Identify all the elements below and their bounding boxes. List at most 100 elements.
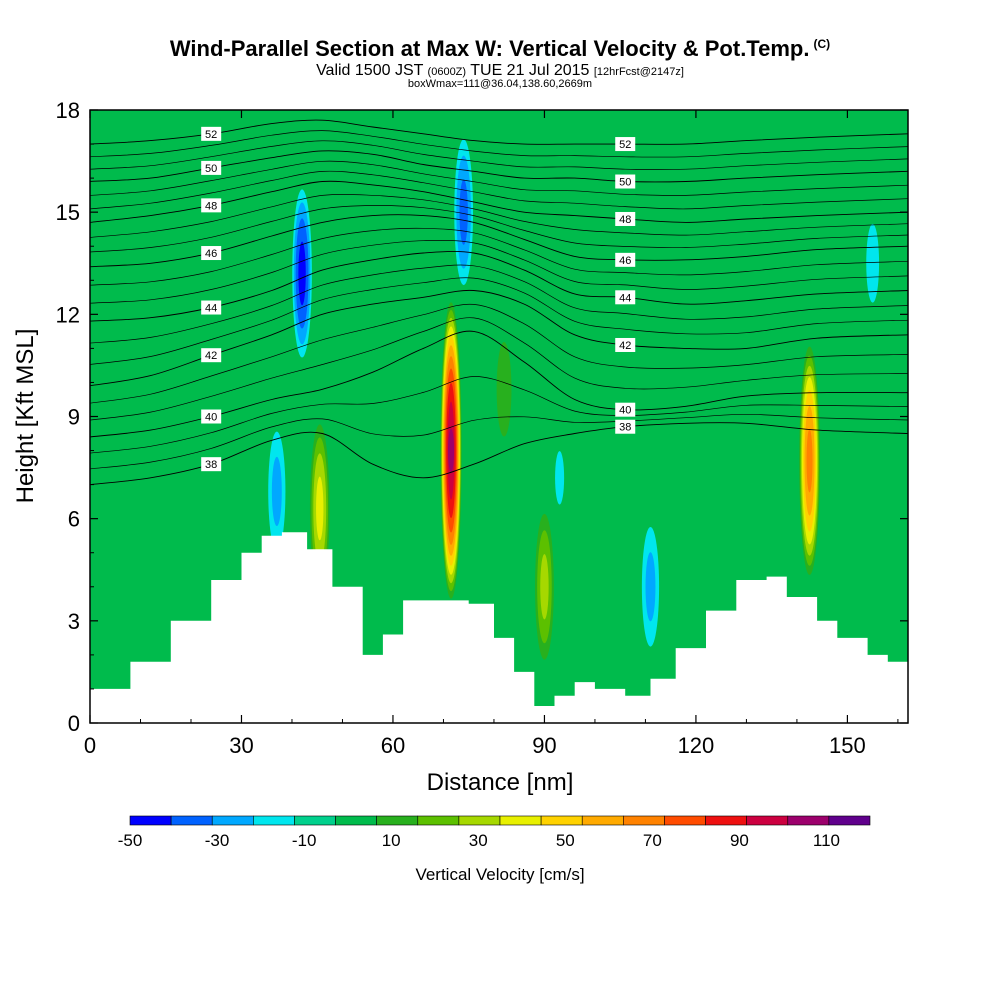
contour-label: 38	[615, 419, 636, 434]
contour-label-text: 40	[205, 412, 217, 424]
contour-label-bg	[201, 126, 222, 141]
x-tick-label: 0	[84, 733, 96, 758]
colorbar-tick-label: 70	[643, 831, 662, 850]
chart-subtitle: Valid 1500 JST (0600Z) TUE 21 Jul 2015 […	[0, 62, 1000, 80]
contour-label-text: 46	[205, 248, 217, 260]
x-tick-label: 60	[381, 733, 405, 758]
forecast-info: [12hrFcst@2147z]	[593, 66, 684, 78]
theta-contour-46	[90, 214, 908, 268]
updraft-band	[496, 342, 512, 437]
contour-label-text: 44	[205, 303, 217, 315]
theta-contour-minor	[90, 413, 908, 470]
contour-label-bg	[615, 174, 636, 189]
updraft-cell	[799, 346, 820, 575]
contour-label-bg	[201, 198, 222, 213]
theta-contour-minor	[90, 170, 908, 210]
contour-label: 48	[201, 198, 222, 213]
contour-label-bg	[615, 211, 636, 226]
valid-prefix: Valid 1500 JST	[316, 62, 424, 79]
contour-label: 52	[201, 126, 222, 141]
theta-contour-minor	[90, 317, 908, 421]
contour-label-bg	[615, 137, 636, 152]
colorbar-swatch	[211, 815, 254, 826]
contour-label: 50	[615, 174, 636, 189]
contour-label-bg	[201, 246, 222, 261]
colorbar-swatch	[335, 815, 377, 826]
contour-label-text: 42	[619, 340, 631, 352]
theta-contour-minor	[90, 240, 908, 304]
downdraft-cell	[268, 431, 286, 552]
colorbar-swatch	[170, 815, 213, 826]
y-tick-label: 9	[68, 405, 80, 430]
chart-title: Wind-Parallel Section at Max W: Vertical…	[0, 36, 1000, 62]
theta-contour-minor	[90, 205, 908, 253]
contour-labels: 38 38 40 40 42 42 44 44 46 46 48 48 50 50 52 52	[201, 126, 636, 472]
contour-label-bg	[201, 457, 222, 472]
colorbar-tick-label: -10	[292, 831, 317, 850]
theta-contour-minor	[90, 160, 908, 196]
updraft-cell	[496, 342, 512, 437]
contour-label-bg	[615, 252, 636, 267]
colorbar-tick-label: -30	[205, 831, 230, 850]
contour-label: 40	[201, 409, 222, 424]
colorbar-tick-label: 110	[813, 831, 840, 850]
contour-label: 42	[615, 337, 636, 352]
x-tick-label: 30	[229, 733, 253, 758]
colorbar-swatch	[376, 815, 419, 826]
y-tick-label: 0	[68, 711, 80, 736]
updraft-band	[806, 429, 813, 493]
colorbar-swatch	[581, 815, 624, 826]
colorbar-swatch	[499, 815, 542, 826]
valid-date: TUE 21 Jul 2015	[470, 62, 590, 79]
contour-label: 38	[201, 457, 222, 472]
downdraft-band	[271, 456, 282, 526]
colorbar-tick-label: 30	[469, 831, 488, 850]
colorbar-tick-label: 10	[382, 831, 401, 850]
contour-label-text: 48	[619, 214, 631, 226]
contour-label-text: 50	[205, 163, 217, 175]
colorbar-swatch	[417, 815, 460, 826]
colorbar-swatch	[540, 815, 583, 826]
contour-label: 46	[615, 252, 636, 267]
contour-label-text: 52	[205, 129, 217, 141]
contour-label: 52	[615, 137, 636, 152]
contour-label-text: 46	[619, 255, 631, 267]
downdraft-cell	[292, 189, 312, 358]
contour-label-text: 40	[619, 405, 631, 417]
theta-contour-44	[90, 251, 908, 322]
contour-label-bg	[201, 160, 222, 175]
updraft-band	[316, 476, 324, 541]
downdraft-band	[866, 223, 880, 303]
valid-utc: (0600Z)	[427, 66, 467, 78]
theta-contour-minor	[90, 303, 908, 404]
contour-label-bg	[201, 300, 222, 315]
theta-contour-minor	[90, 140, 908, 170]
theta-contour-42	[90, 289, 908, 387]
colorbar-title: Vertical Velocity [cm/s]	[415, 865, 584, 884]
updraft-band	[448, 428, 455, 473]
colorbar-swatch	[129, 815, 172, 826]
y-tick-label: 3	[68, 609, 80, 634]
theta-contour-minor	[90, 193, 908, 238]
colorbar-swatch	[458, 815, 501, 826]
theta-contour-minor	[90, 264, 908, 344]
contour-label: 44	[615, 290, 636, 305]
colorbar-swatch	[787, 815, 830, 826]
contour-label-bg	[201, 409, 222, 424]
contour-label-bg	[615, 402, 636, 417]
theta-contour-minor	[90, 376, 908, 454]
contour-label-text: 38	[205, 459, 217, 471]
theta-contour-minor	[90, 130, 908, 158]
contour-label: 48	[615, 211, 636, 226]
colorbar-swatch	[294, 815, 336, 826]
theta-contour-40	[90, 330, 908, 438]
contour-label-bg	[615, 419, 636, 434]
colorbar-tick-label: 90	[730, 831, 749, 850]
contour-label: 50	[201, 160, 222, 175]
contour-label-text: 42	[205, 350, 217, 362]
contour-label-bg	[201, 348, 222, 363]
contour-label: 42	[201, 348, 222, 363]
contour-label-text: 38	[619, 422, 631, 434]
x-tick-label: 150	[829, 733, 866, 758]
